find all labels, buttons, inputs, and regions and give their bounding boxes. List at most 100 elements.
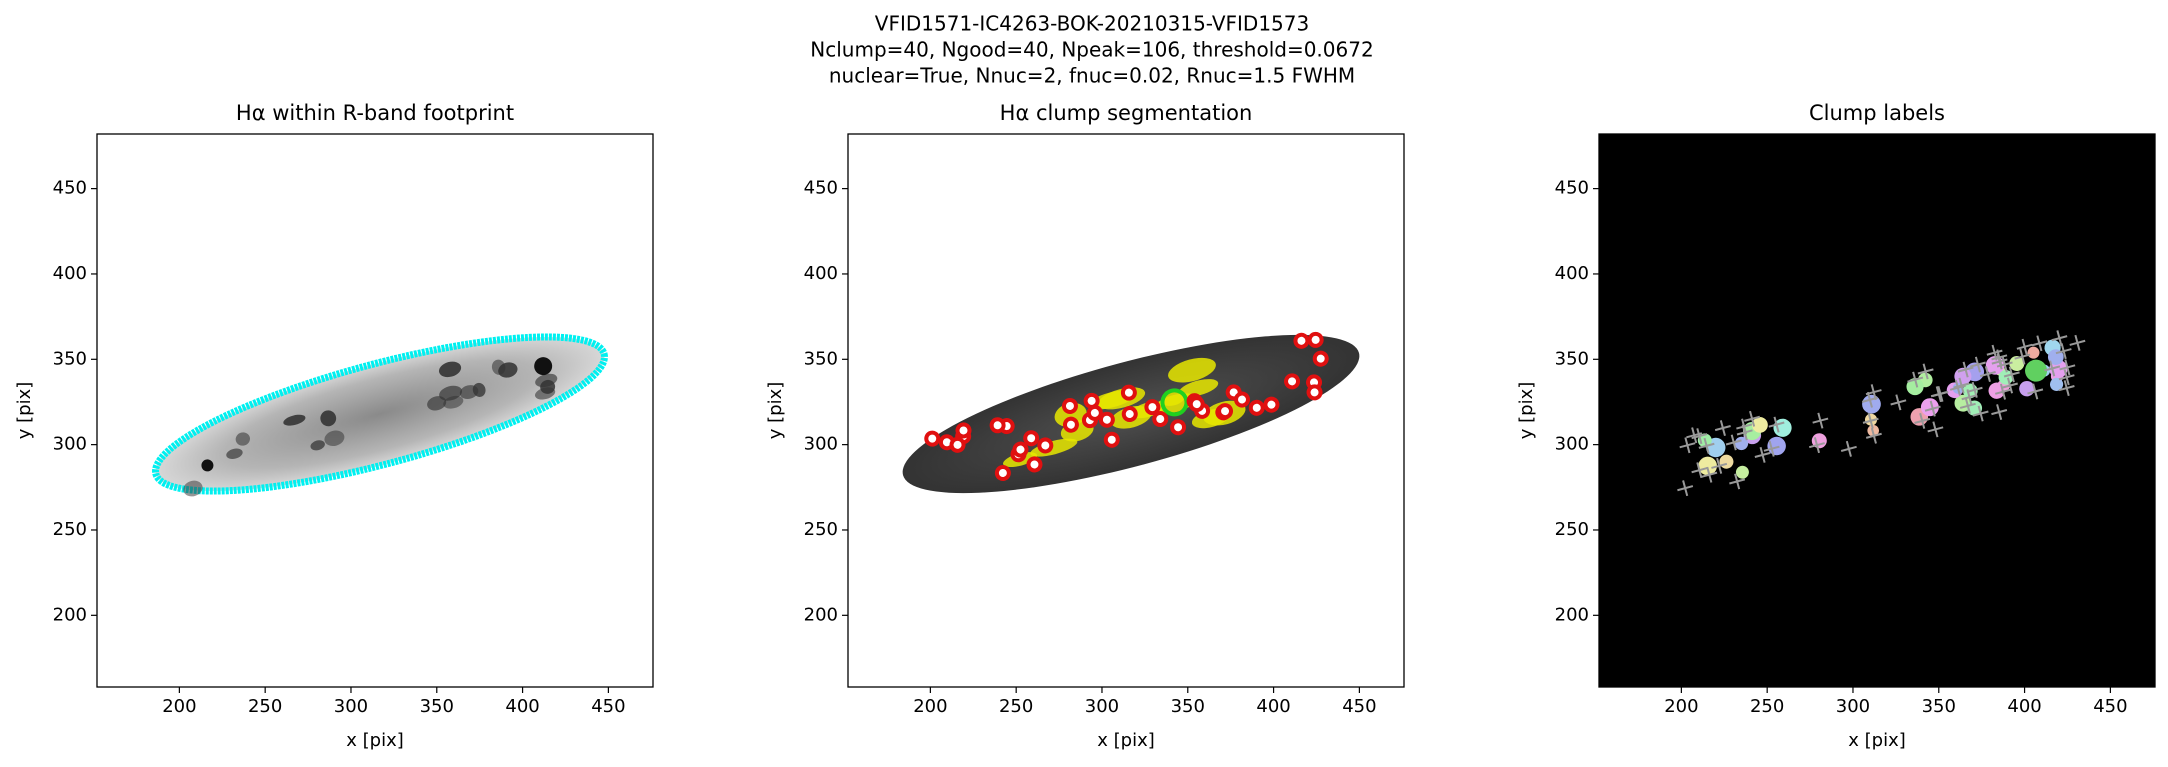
peak: [1865, 427, 1882, 444]
clump: [1752, 417, 1768, 433]
clump: [1735, 465, 1749, 479]
peak: [1768, 416, 1785, 433]
x-tick-label: 300: [334, 696, 368, 717]
peak: [1953, 377, 1970, 394]
axes-frame: [847, 133, 1405, 688]
y-tick-label: 450: [1555, 178, 1589, 199]
peak: [1677, 480, 1694, 497]
clump: [1098, 411, 1115, 428]
axes-frame: [96, 133, 654, 688]
peak: [1979, 366, 1996, 383]
y-tick-label: 200: [53, 604, 87, 625]
blob: [183, 480, 203, 497]
peak: [1959, 397, 1976, 414]
blob: [310, 440, 325, 451]
x-tick-label: 350: [1922, 696, 1956, 717]
clump: [1061, 397, 1078, 414]
peak: [1957, 361, 1974, 378]
peak: [1763, 440, 1780, 457]
y-tick-label: 400: [804, 263, 838, 284]
peak: [1840, 440, 1857, 457]
y-tick-label: 400: [53, 263, 87, 284]
clump: [1144, 399, 1161, 416]
y-tick-label: 350: [1555, 348, 1589, 369]
peak: [2003, 366, 2020, 383]
peak: [1865, 384, 1882, 401]
clump: [1121, 406, 1138, 423]
peak: [1924, 400, 1941, 417]
peak: [1698, 437, 1715, 454]
peak: [2016, 338, 2033, 355]
peak: [2058, 380, 2075, 397]
clump: [1312, 350, 1329, 367]
peak: [1729, 473, 1746, 490]
axes-title: Hα within R-band footprint: [236, 101, 514, 125]
y-axis-label: y [pix]: [765, 382, 786, 440]
peak: [2044, 360, 2061, 377]
clump: [1263, 396, 1280, 413]
peak: [2069, 334, 2086, 351]
blob: [534, 357, 553, 376]
x-tick-label: 300: [1836, 696, 1870, 717]
peak: [1991, 353, 2008, 370]
blob: [283, 414, 306, 426]
y-axis-label: y [pix]: [1516, 382, 1537, 440]
clump: [1306, 384, 1323, 401]
clump: [1734, 436, 1749, 451]
peak: [1736, 418, 1753, 435]
clump: [949, 436, 966, 453]
y-tick-label: 200: [1555, 604, 1589, 625]
y-tick-label: 450: [53, 178, 87, 199]
peak: [1961, 389, 1978, 406]
suptitle: Nclump=40, Ngood=40, Npeak=106, threshol…: [810, 38, 1373, 62]
peak: [1691, 428, 1708, 445]
peak: [2055, 343, 2072, 360]
clump: [1023, 430, 1040, 447]
peak: [2027, 383, 2044, 400]
peak: [1969, 356, 1986, 373]
peak: [1808, 437, 1825, 454]
suptitle: VFID1571-IC4263-BOK-20210315-VFID1573: [875, 12, 1309, 36]
peak: [1862, 412, 1879, 429]
clump: [1062, 416, 1079, 433]
y-tick-label: 250: [1555, 519, 1589, 540]
nucleus: [2025, 359, 2048, 382]
clump: [1026, 456, 1043, 473]
y-tick-label: 300: [53, 434, 87, 455]
image: [1677, 330, 2086, 497]
clump: [1170, 419, 1187, 436]
peak: [1914, 412, 1931, 429]
clump: [1284, 373, 1301, 390]
clump: [1037, 437, 1054, 454]
peak: [1754, 446, 1771, 463]
x-tick-label: 400: [2007, 696, 2041, 717]
peak: [1986, 344, 2003, 361]
peak: [1701, 466, 1718, 483]
axes-title: Hα clump segmentation: [1000, 101, 1253, 125]
y-tick-label: 250: [53, 519, 87, 540]
peak: [1907, 371, 1924, 388]
x-tick-label: 450: [2093, 696, 2127, 717]
x-tick-label: 350: [1171, 696, 1205, 717]
suptitle: nuclear=True, Nnuc=2, fnuc=0.02, Rnuc=1.…: [829, 64, 1355, 88]
x-tick-label: 250: [999, 696, 1033, 717]
clump: [1083, 392, 1100, 409]
clump: [2027, 346, 2040, 359]
blob: [427, 396, 447, 411]
peak: [2058, 369, 2075, 386]
peak: [2014, 348, 2031, 365]
image: [152, 333, 608, 497]
blob: [235, 432, 250, 446]
y-tick-label: 350: [804, 348, 838, 369]
x-tick-label: 250: [1750, 696, 1784, 717]
peak: [1996, 356, 2013, 373]
peak: [1714, 420, 1731, 437]
peak: [1691, 462, 1708, 479]
clump: [2049, 377, 2064, 391]
y-tick-label: 400: [1555, 263, 1589, 284]
clump: [1906, 378, 1924, 396]
blob: [534, 387, 556, 400]
y-tick-label: 200: [804, 604, 838, 625]
x-tick-label: 450: [591, 696, 625, 717]
axes-frame: [1598, 133, 2156, 688]
